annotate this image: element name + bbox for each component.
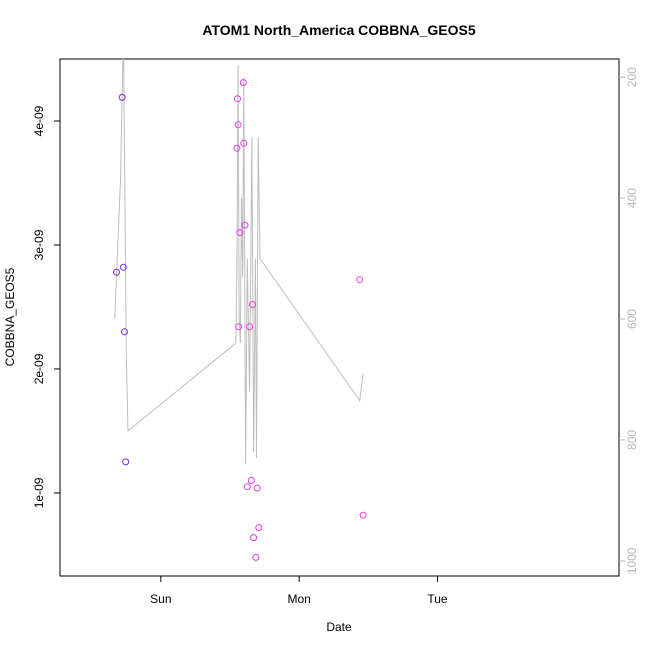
data-point — [236, 229, 244, 237]
data-point — [113, 268, 120, 276]
data-point — [121, 328, 128, 336]
data-point — [240, 139, 248, 147]
data-point — [119, 263, 127, 271]
x-tick-label: Mon — [287, 592, 310, 606]
x-tick-label: Sun — [150, 592, 171, 606]
y-tick-label: 3e-09 — [32, 229, 46, 260]
y-tick-label: 2e-09 — [32, 353, 46, 384]
data-point — [246, 323, 254, 331]
points-layer — [113, 79, 367, 561]
y-axis-label: COBBNA_GEOS5 — [3, 267, 17, 366]
x-axis-label: Date — [326, 620, 352, 634]
x-tick-label: Tue — [427, 592, 448, 606]
pressure-line-layer — [114, 59, 364, 465]
y2-tick-label: 800 — [625, 430, 639, 450]
data-point — [239, 79, 247, 87]
data-point — [118, 93, 126, 101]
y-tick-label: 1e-09 — [32, 477, 46, 508]
data-point — [233, 144, 241, 152]
y2-tick-label: 1000 — [625, 547, 639, 574]
data-point — [249, 301, 256, 308]
data-point — [359, 511, 367, 519]
x-axis: Sun Mon Tue — [150, 576, 448, 606]
data-point — [253, 484, 261, 492]
data-point — [243, 483, 251, 491]
data-point — [252, 553, 260, 561]
chart-title: ATOM1 North_America COBBNA_GEOS5 — [202, 22, 476, 38]
data-point — [122, 458, 130, 466]
pressure-line — [114, 59, 364, 465]
data-point — [241, 221, 249, 229]
data-point — [250, 534, 258, 542]
y2-axis: 200 400 600 800 1000 — [619, 67, 639, 574]
y-tick-label: 4e-09 — [32, 105, 46, 136]
data-point — [235, 323, 243, 331]
data-point — [255, 524, 263, 532]
y-axis: 1e-09 2e-09 3e-09 4e-09 — [32, 105, 60, 508]
y2-tick-label: 200 — [625, 67, 639, 87]
data-point — [234, 95, 241, 103]
plot-frame — [59, 58, 620, 577]
data-point — [247, 477, 255, 484]
y2-tick-label: 600 — [625, 309, 639, 329]
data-point — [234, 121, 242, 129]
data-point — [356, 276, 364, 284]
y2-tick-label: 400 — [625, 188, 639, 208]
